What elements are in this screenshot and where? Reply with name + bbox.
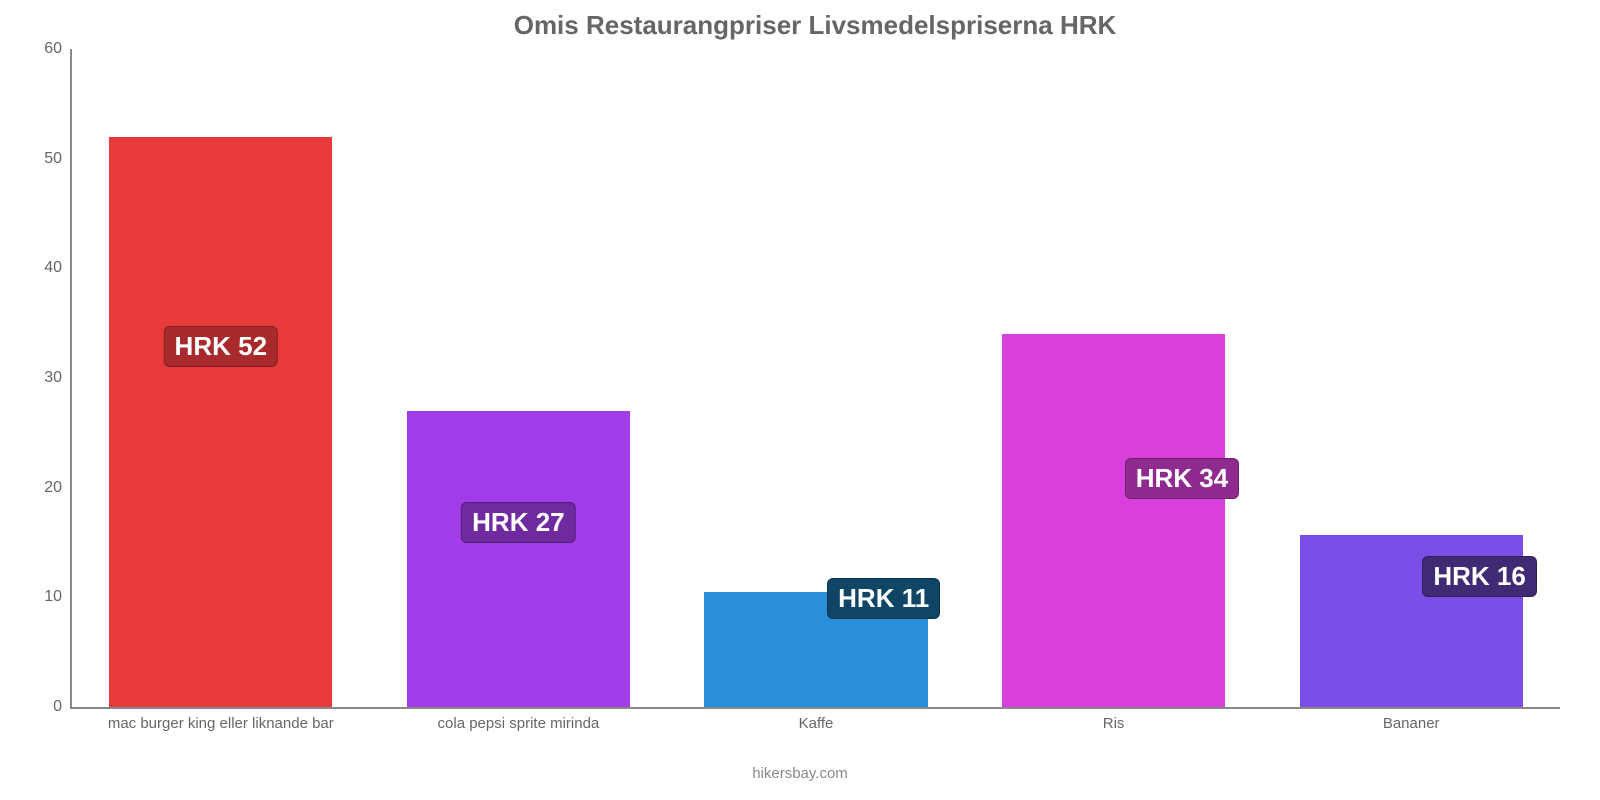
x-label: Ris <box>1103 715 1125 732</box>
x-label: Bananer <box>1383 715 1440 732</box>
value-badge: HRK 34 <box>1125 458 1239 499</box>
bar <box>407 411 630 707</box>
y-tick: 0 <box>22 698 62 716</box>
bars-layer <box>72 49 1560 707</box>
chart-title: Omis Restaurangpriser Livsmedelspriserna… <box>70 10 1560 41</box>
plot-area: 0102030405060mac burger king eller likna… <box>70 49 1560 709</box>
bar <box>109 137 332 707</box>
attribution: hikersbay.com <box>0 765 1600 782</box>
bar <box>1002 334 1225 707</box>
value-badge: HRK 27 <box>461 502 575 543</box>
x-label: cola pepsi sprite mirinda <box>438 715 600 732</box>
value-badge: HRK 16 <box>1422 556 1536 597</box>
x-label: Kaffe <box>799 715 834 732</box>
x-label: mac burger king eller liknande bar <box>108 715 334 732</box>
y-tick: 10 <box>22 588 62 606</box>
y-tick: 30 <box>22 369 62 387</box>
value-badge: HRK 52 <box>164 326 278 367</box>
price-chart: Omis Restaurangpriser Livsmedelspriserna… <box>0 0 1600 800</box>
y-tick: 60 <box>22 40 62 58</box>
y-tick: 20 <box>22 479 62 497</box>
value-badge: HRK 11 <box>827 578 940 619</box>
y-tick: 40 <box>22 259 62 277</box>
y-tick: 50 <box>22 150 62 168</box>
